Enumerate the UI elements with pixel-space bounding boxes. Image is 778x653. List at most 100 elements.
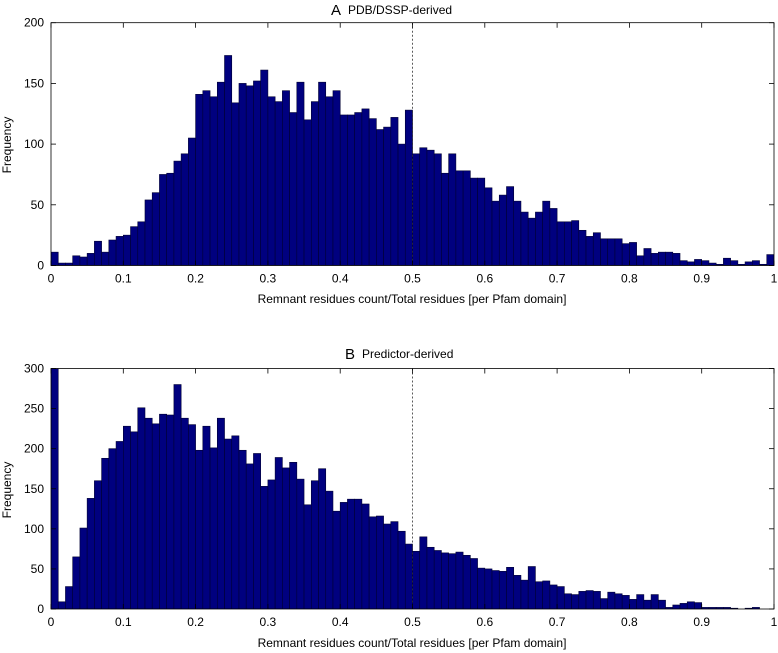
panel-a-bar (629, 242, 637, 266)
panel-b-bar (72, 556, 81, 609)
panel-b-bar (180, 417, 189, 609)
panel-b-bar (752, 607, 760, 609)
panel-a-bar (195, 94, 204, 266)
panel-b-bar (209, 447, 218, 609)
panel-a-bar (101, 251, 110, 266)
panel-b-bars (51, 368, 760, 609)
panel-a-bar (361, 108, 370, 266)
panel-b-bar (159, 413, 167, 609)
panel-a-xtick-label: 0.1 (115, 272, 132, 286)
panel-a-letter: A (331, 2, 341, 19)
panel-b-bar (455, 551, 464, 609)
panel-a-bar (231, 102, 240, 266)
panel-a-bar (578, 229, 587, 266)
panel-a-bar (325, 96, 334, 266)
panel-b-xtick-label: 0 (48, 615, 55, 629)
panel-a-bar (484, 187, 493, 266)
panel-a-xtick-label: 0.9 (693, 272, 710, 286)
panel-b-bar (195, 449, 204, 609)
panel-a-bar (491, 200, 500, 266)
panel-a-bar (94, 240, 102, 266)
panel-a-bar (614, 238, 623, 266)
panel-b-xtick-label: 0.6 (476, 615, 493, 629)
panel-b-ytick-label: 250 (24, 402, 44, 416)
panel-a-xlabel: Remnant residues count/Total residues [p… (258, 292, 567, 306)
panel-a-bar (332, 90, 341, 266)
panel-a-bar (694, 259, 702, 266)
panel-a-bar (419, 147, 428, 266)
panel-b-bar (267, 479, 276, 609)
panel-a-bar (397, 143, 406, 266)
panel-a-bar (723, 257, 731, 266)
panel-b-bar (513, 575, 522, 609)
panel-a-bar (173, 160, 182, 266)
panel-b-bar (412, 550, 421, 609)
panel-b-bar (79, 527, 88, 609)
panel-b-bar (419, 536, 428, 609)
panel-b-bar (86, 498, 95, 609)
panel-a-xtick-label: 0.8 (621, 272, 638, 286)
panel-a: A PDB/DSSP-derived Remnant residues coun… (0, 2, 778, 306)
panel-a-bar (347, 114, 355, 266)
panel-a-bar (571, 220, 580, 266)
panel-b-bar (65, 586, 73, 609)
panel-b-bar (556, 586, 565, 609)
panel-a-xtick-label: 0.7 (549, 272, 566, 286)
panel-b-ytick-label: 200 (24, 442, 44, 456)
panel-a-bar (621, 243, 630, 266)
panel-a-bar (137, 221, 146, 266)
panel-b-xtick-label: 0.1 (115, 615, 132, 629)
panel-b-letter: B (345, 346, 355, 363)
panel-a-bar (79, 256, 88, 266)
panel-a-bar (318, 81, 327, 266)
panel-b-bar (303, 504, 312, 609)
panel-a-bar (549, 208, 558, 266)
panel-a-bar (527, 217, 536, 266)
panel-a-bar (253, 80, 261, 266)
panel-b-bar (694, 602, 702, 609)
panel-b-bar (607, 591, 616, 609)
panel-a-bar (513, 200, 522, 266)
panel-a-bar (260, 69, 269, 266)
panel-b-bar (491, 570, 500, 609)
panel-b-bar (636, 594, 645, 609)
panel-a-bar (188, 137, 196, 266)
panel-a-xtick-label: 0.2 (187, 272, 204, 286)
panel-b-bar (123, 425, 131, 609)
panel-a-bar (144, 199, 153, 266)
panel-b-bar (585, 590, 594, 609)
panel-a-bar (166, 172, 175, 266)
panel-a-bar (448, 153, 457, 266)
panel-a-bar (123, 234, 131, 266)
panel-a-bar (180, 153, 189, 266)
panel-a-bar (390, 117, 399, 266)
panel-b-bar (448, 553, 457, 609)
panel-a-bar (441, 172, 449, 266)
panel-b-bar (629, 599, 637, 609)
panel-a-bar (108, 239, 117, 266)
panel-b-bar (441, 552, 449, 609)
panel-b-bar (621, 595, 630, 609)
panel-b-ytick-label: 300 (24, 362, 44, 376)
panel-a-bar (752, 260, 760, 266)
panel-a-bar (455, 170, 464, 266)
panel-a-ytick-label: 0 (37, 259, 44, 273)
panel-b-xtick-label: 0.2 (187, 615, 204, 629)
panel-a-xtick-label: 0.3 (260, 272, 277, 286)
panel-b-bar (650, 594, 659, 609)
panel-b-bar (202, 425, 211, 609)
panel-b-ytick-label: 100 (24, 522, 44, 536)
panel-b-bar (130, 431, 139, 609)
panel-b-bar (520, 579, 529, 609)
panel-a-bar (51, 251, 59, 266)
panel-a-bar (274, 101, 283, 266)
panel-a-xtick-label: 0.5 (404, 272, 421, 286)
panel-a-bar (701, 260, 710, 266)
panel-b-xtick-label: 0.3 (260, 615, 277, 629)
panel-b-bar (404, 543, 413, 609)
panel-b-bar (173, 384, 182, 609)
panel-b-bar (658, 599, 666, 609)
panel-a-bar (376, 129, 384, 266)
panel-a-bar (535, 211, 543, 266)
